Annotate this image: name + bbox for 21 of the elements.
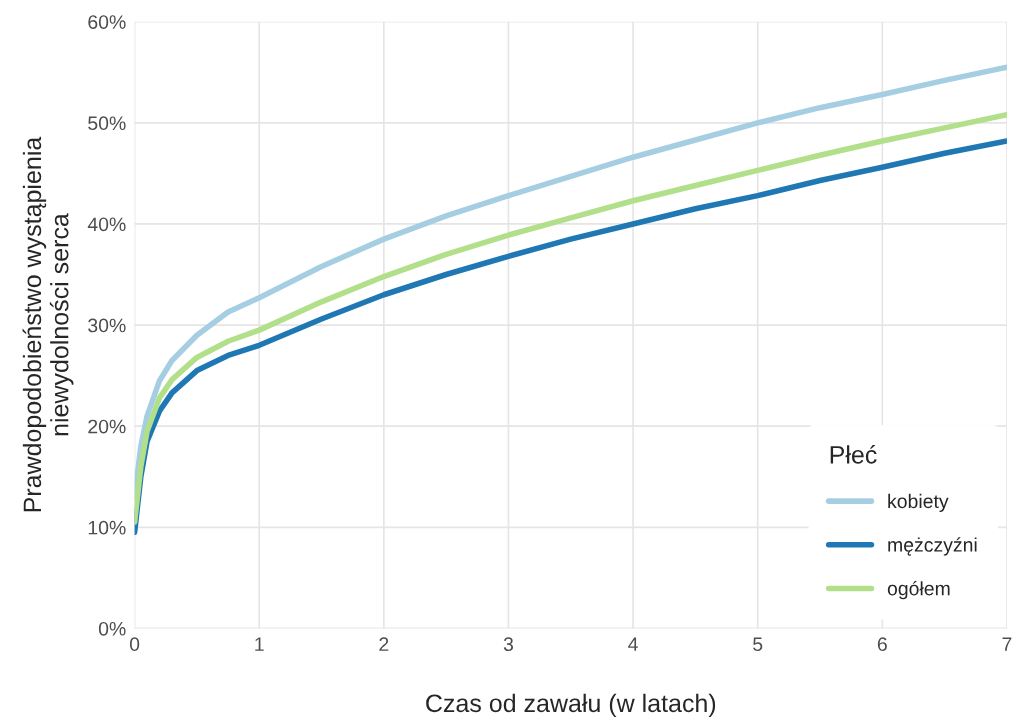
y-tick-label: 30%	[88, 318, 126, 333]
y-tick-label: 10%	[88, 520, 126, 535]
legend-label: mężczyźni	[888, 537, 977, 556]
x-tick-label: 6	[877, 637, 887, 652]
y-tick-label: 60%	[88, 15, 126, 29]
y-tick-label: 50%	[88, 116, 126, 131]
legend-label: kobiety	[888, 493, 949, 512]
x-tick-label: 4	[628, 637, 638, 651]
x-axis-title: Czas od zawału (w latach)	[426, 693, 716, 718]
x-tick-label: 2	[379, 637, 389, 651]
x-tick-label: 0	[129, 637, 140, 652]
y-tick-label: 40%	[87, 217, 126, 232]
x-tick-label: 1	[255, 637, 264, 651]
y-tick-label: 20%	[88, 419, 126, 434]
y-axis-title: Prawdopodobieństwo wystąpienia niewydolności serca	[22, 136, 74, 512]
legend-title: Płeć	[830, 444, 877, 464]
x-tick-label: 3	[503, 637, 514, 652]
x-tick-label: 5	[753, 637, 763, 652]
x-tick-label: 7	[1002, 637, 1012, 651]
y-tick-label: 0%	[98, 621, 126, 636]
legend-label: ogółem	[887, 580, 950, 600]
